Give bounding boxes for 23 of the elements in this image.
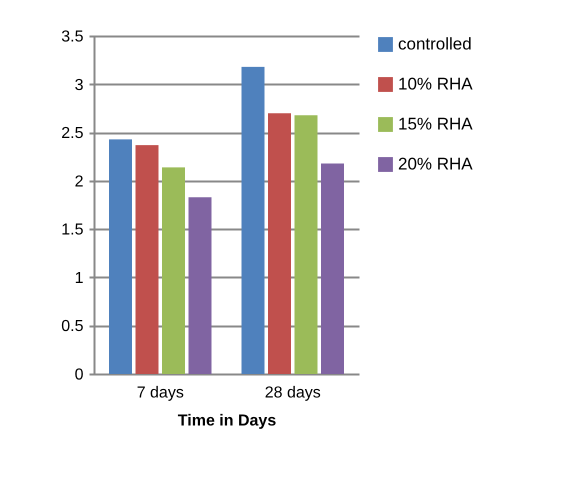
y-tick-label: 1.5 [61, 222, 84, 239]
y-tick-label: 2 [74, 173, 84, 190]
bar [162, 167, 185, 374]
legend-label: 10% RHA [398, 74, 474, 94]
y-tick-label: 3.5 [61, 28, 84, 46]
y-tick-label: 1 [74, 270, 84, 287]
legend-label: controlled [398, 34, 472, 54]
y-tick-label: 3 [74, 76, 84, 94]
bar [188, 197, 212, 374]
x-tick-label: 28 days [264, 384, 321, 402]
legend-label: 15% RHA [398, 114, 474, 134]
y-tick-label: 0 [74, 366, 84, 384]
bar [136, 145, 158, 374]
x-tick-label: 7 days [136, 384, 184, 402]
bar [268, 113, 291, 374]
y-tick-label: 2.5 [61, 125, 84, 142]
bar [294, 115, 318, 374]
bar [109, 139, 132, 374]
bar [242, 66, 264, 374]
legend-label: 20% RHA [398, 154, 474, 174]
y-tick-label: 0.5 [61, 318, 84, 336]
bar [321, 163, 344, 374]
x-axis-title: Time in Days [178, 412, 276, 430]
